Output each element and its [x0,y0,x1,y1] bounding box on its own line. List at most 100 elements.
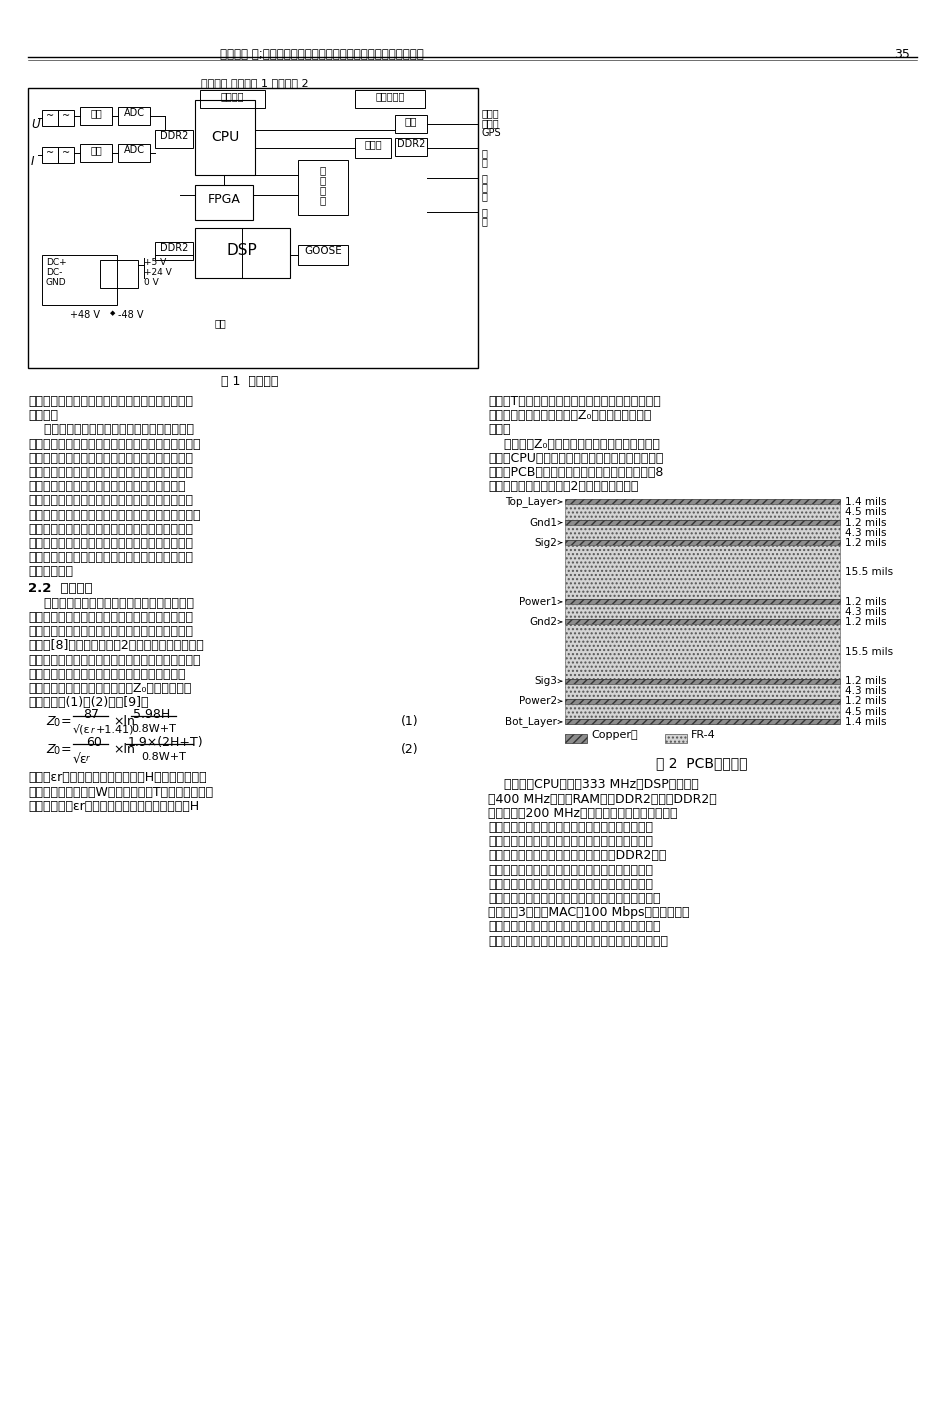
Bar [565,684,839,699]
Bar [194,227,290,278]
Text: 阵: 阵 [319,195,326,205]
Text: Power1: Power1 [518,597,556,607]
Text: 信: 信 [481,206,487,218]
Text: ~: ~ [46,111,54,121]
Text: 4.3 mils: 4.3 mils [844,607,885,616]
Text: (1): (1) [400,716,417,729]
Bar [194,100,255,176]
Text: 变化，T由铜箔厚度和加工工艺确定。由此可见，控: 变化，T由铜箔厚度和加工工艺确定。由此可见，控 [487,395,660,409]
Text: +5 V: +5 V [143,258,166,267]
Text: Power2: Power2 [518,696,556,706]
Text: 示: 示 [481,183,487,192]
Text: 开入: 开入 [215,317,227,329]
Text: DSP: DSP [227,243,257,258]
Text: 制反射现象的发生。阻抗匹配是解决大部分信号完: 制反射现象的发生。阻抗匹配是解决大部分信号完 [28,536,193,550]
Text: 制、与相邻信号之间的干扰以及信号传输路径上的: 制、与相邻信号之间的干扰以及信号传输路径上的 [487,835,652,848]
Text: 以寻求信号传输路径上阻抗端接匹配的最优化，抑: 以寻求信号传输路径上阻抗端接匹配的最优化，抑 [28,522,193,536]
Text: FR-4: FR-4 [690,730,715,740]
Text: Gnd1: Gnd1 [529,518,556,528]
Text: DDR2: DDR2 [160,243,188,253]
Bar [565,604,839,619]
Bar [565,734,586,744]
Text: 甘云华平 等;高速信号完整性分析及设计在继电保护装置中的应用: 甘云华平 等;高速信号完整性分析及设计在继电保护装置中的应用 [220,48,423,60]
Bar [58,147,74,163]
Text: ×ln: ×ln [113,716,135,729]
Bar [355,138,391,159]
Bar [42,110,58,126]
Text: 间的安全间距和数据组间等长，但由于系统布线密: 间的安全间距和数据组间等长，但由于系统布线密 [487,878,652,890]
Text: 1.2 mils: 1.2 mils [844,677,885,687]
Text: 1.9×(2H+T): 1.9×(2H+T) [127,737,203,750]
Text: 35: 35 [893,48,909,60]
Text: Sig2: Sig2 [533,538,556,548]
Text: 影响整个系统的性能，因此时钟信号走线长度的控: 影响整个系统的性能，因此时钟信号走线长度的控 [487,821,652,834]
Text: 滤波: 滤波 [90,108,102,118]
Text: 灯: 灯 [481,191,487,201]
Text: 时结合PCB加工厂家的工艺加工能力，确定采用8: 时结合PCB加工厂家的工艺加工能力，确定采用8 [487,466,663,479]
Text: 走线过长、总线结构走线之间不等长，信号走线安全: 走线过长、总线结构走线之间不等长，信号走线安全 [28,438,200,451]
Text: 要特性[8]。传输线主要有2种形式：微带线和带状: 要特性[8]。传输线主要有2种形式：微带线和带状 [28,639,204,653]
Text: GPS: GPS [481,128,501,138]
Bar [565,545,839,600]
Text: 人机界面: 人机界面 [220,91,244,101]
Text: 该系统中CPU主频为333 MHz，DSP芯片主频: 该系统中CPU主频为333 MHz，DSP芯片主频 [487,778,698,792]
Text: 方法。: 方法。 [487,424,510,437]
Bar [565,625,839,678]
Text: =: = [61,716,72,729]
Bar [100,260,138,288]
Bar [155,131,193,147]
Bar [42,147,58,163]
Text: 微带线和对称带状线的特征阻抗Z₀的近似计算公: 微带线和对称带状线的特征阻抗Z₀的近似计算公 [28,682,192,695]
Text: r: r [86,754,90,764]
Text: DC-: DC- [46,268,62,277]
Text: 高速电路设计中，信号走线的分布参数效应使: 高速电路设计中，信号走线的分布参数效应使 [28,597,194,609]
Bar [200,90,264,108]
Text: 的特征阻抗。: 的特征阻抗。 [28,566,73,578]
Text: 整性问题的重要手段，所以有必要介绍一下传输线: 整性问题的重要手段，所以有必要介绍一下传输线 [28,552,193,564]
Text: ~: ~ [46,147,54,159]
Text: +1.41): +1.41) [96,724,134,734]
Bar [565,719,839,724]
Text: 式中：εr为绝缘介质的介电常数；H为导线至参考平: 式中：εr为绝缘介质的介电常数；H为导线至参考平 [28,771,207,785]
Text: 阻抗匹配是系统分析设计的重点；同时DDR2的地: 阻抗匹配是系统分析设计的重点；同时DDR2的地 [487,849,666,862]
Text: 继电器: 继电器 [363,139,381,149]
Bar [80,107,112,125]
Bar [565,678,839,684]
Text: 为400 MHz，片外RAM使用DDR2内存，DDR2时: 为400 MHz，片外RAM使用DDR2内存，DDR2时 [487,793,716,806]
Text: 4.3 mils: 4.3 mils [844,687,885,696]
Bar [297,160,347,215]
Text: 线当作传输线来处理。特征阻抗是传输线的一个重: 线当作传输线来处理。特征阻抗是传输线的一个重 [28,625,193,639]
Bar [665,734,686,744]
Text: 1.2 mils: 1.2 mils [844,518,885,528]
Text: 1.2 mils: 1.2 mils [844,696,885,706]
Text: r: r [91,726,94,736]
Text: 的混乱。: 的混乱。 [28,409,58,423]
Text: 60: 60 [86,737,102,750]
Bar [565,699,839,703]
Text: DDR2: DDR2 [160,131,188,140]
Text: 1.2 mils: 1.2 mils [844,616,885,628]
Text: 图 2  PCB叠层结构: 图 2 PCB叠层结构 [655,757,747,771]
Bar [355,90,425,108]
Text: 15.5 mils: 15.5 mils [844,567,892,577]
Text: 址线和数据线由于时序要求严格，需要控制网络之: 址线和数据线由于时序要求严格，需要控制网络之 [487,863,652,876]
Text: 钟频率达到200 MHz及以上，时钟信号的质量直接: 钟频率达到200 MHz及以上，时钟信号的质量直接 [487,807,677,820]
Bar [565,504,839,519]
Text: GOOSE: GOOSE [304,246,342,256]
Text: √ε: √ε [73,753,88,765]
Text: 及匹配也是系统设计的关键。如对上述问题处理不当，: 及匹配也是系统设计的关键。如对上述问题处理不当， [487,935,667,948]
Text: 开: 开 [481,147,487,159]
Text: 0.8W+T: 0.8W+T [131,724,176,734]
Text: 0: 0 [53,719,59,729]
Text: 出: 出 [481,157,487,167]
Text: +48 V: +48 V [70,310,100,320]
Text: 输: 输 [319,166,326,176]
Text: 图 1  系统结构: 图 1 系统结构 [221,375,278,388]
Text: GND: GND [46,278,67,286]
Text: 滤波: 滤波 [90,145,102,154]
Text: 传输线的Z₀与印制板层叠设计密切相关。本文: 传输线的Z₀与印制板层叠设计密切相关。本文 [487,438,659,451]
Text: -48 V: -48 V [118,310,143,320]
Text: 5.98H: 5.98H [133,709,170,722]
Text: 状线分为对称状线和不对称带状线。典型的表面: 状线分为对称状线和不对称带状线。典型的表面 [28,668,185,681]
Text: ~: ~ [62,111,70,121]
